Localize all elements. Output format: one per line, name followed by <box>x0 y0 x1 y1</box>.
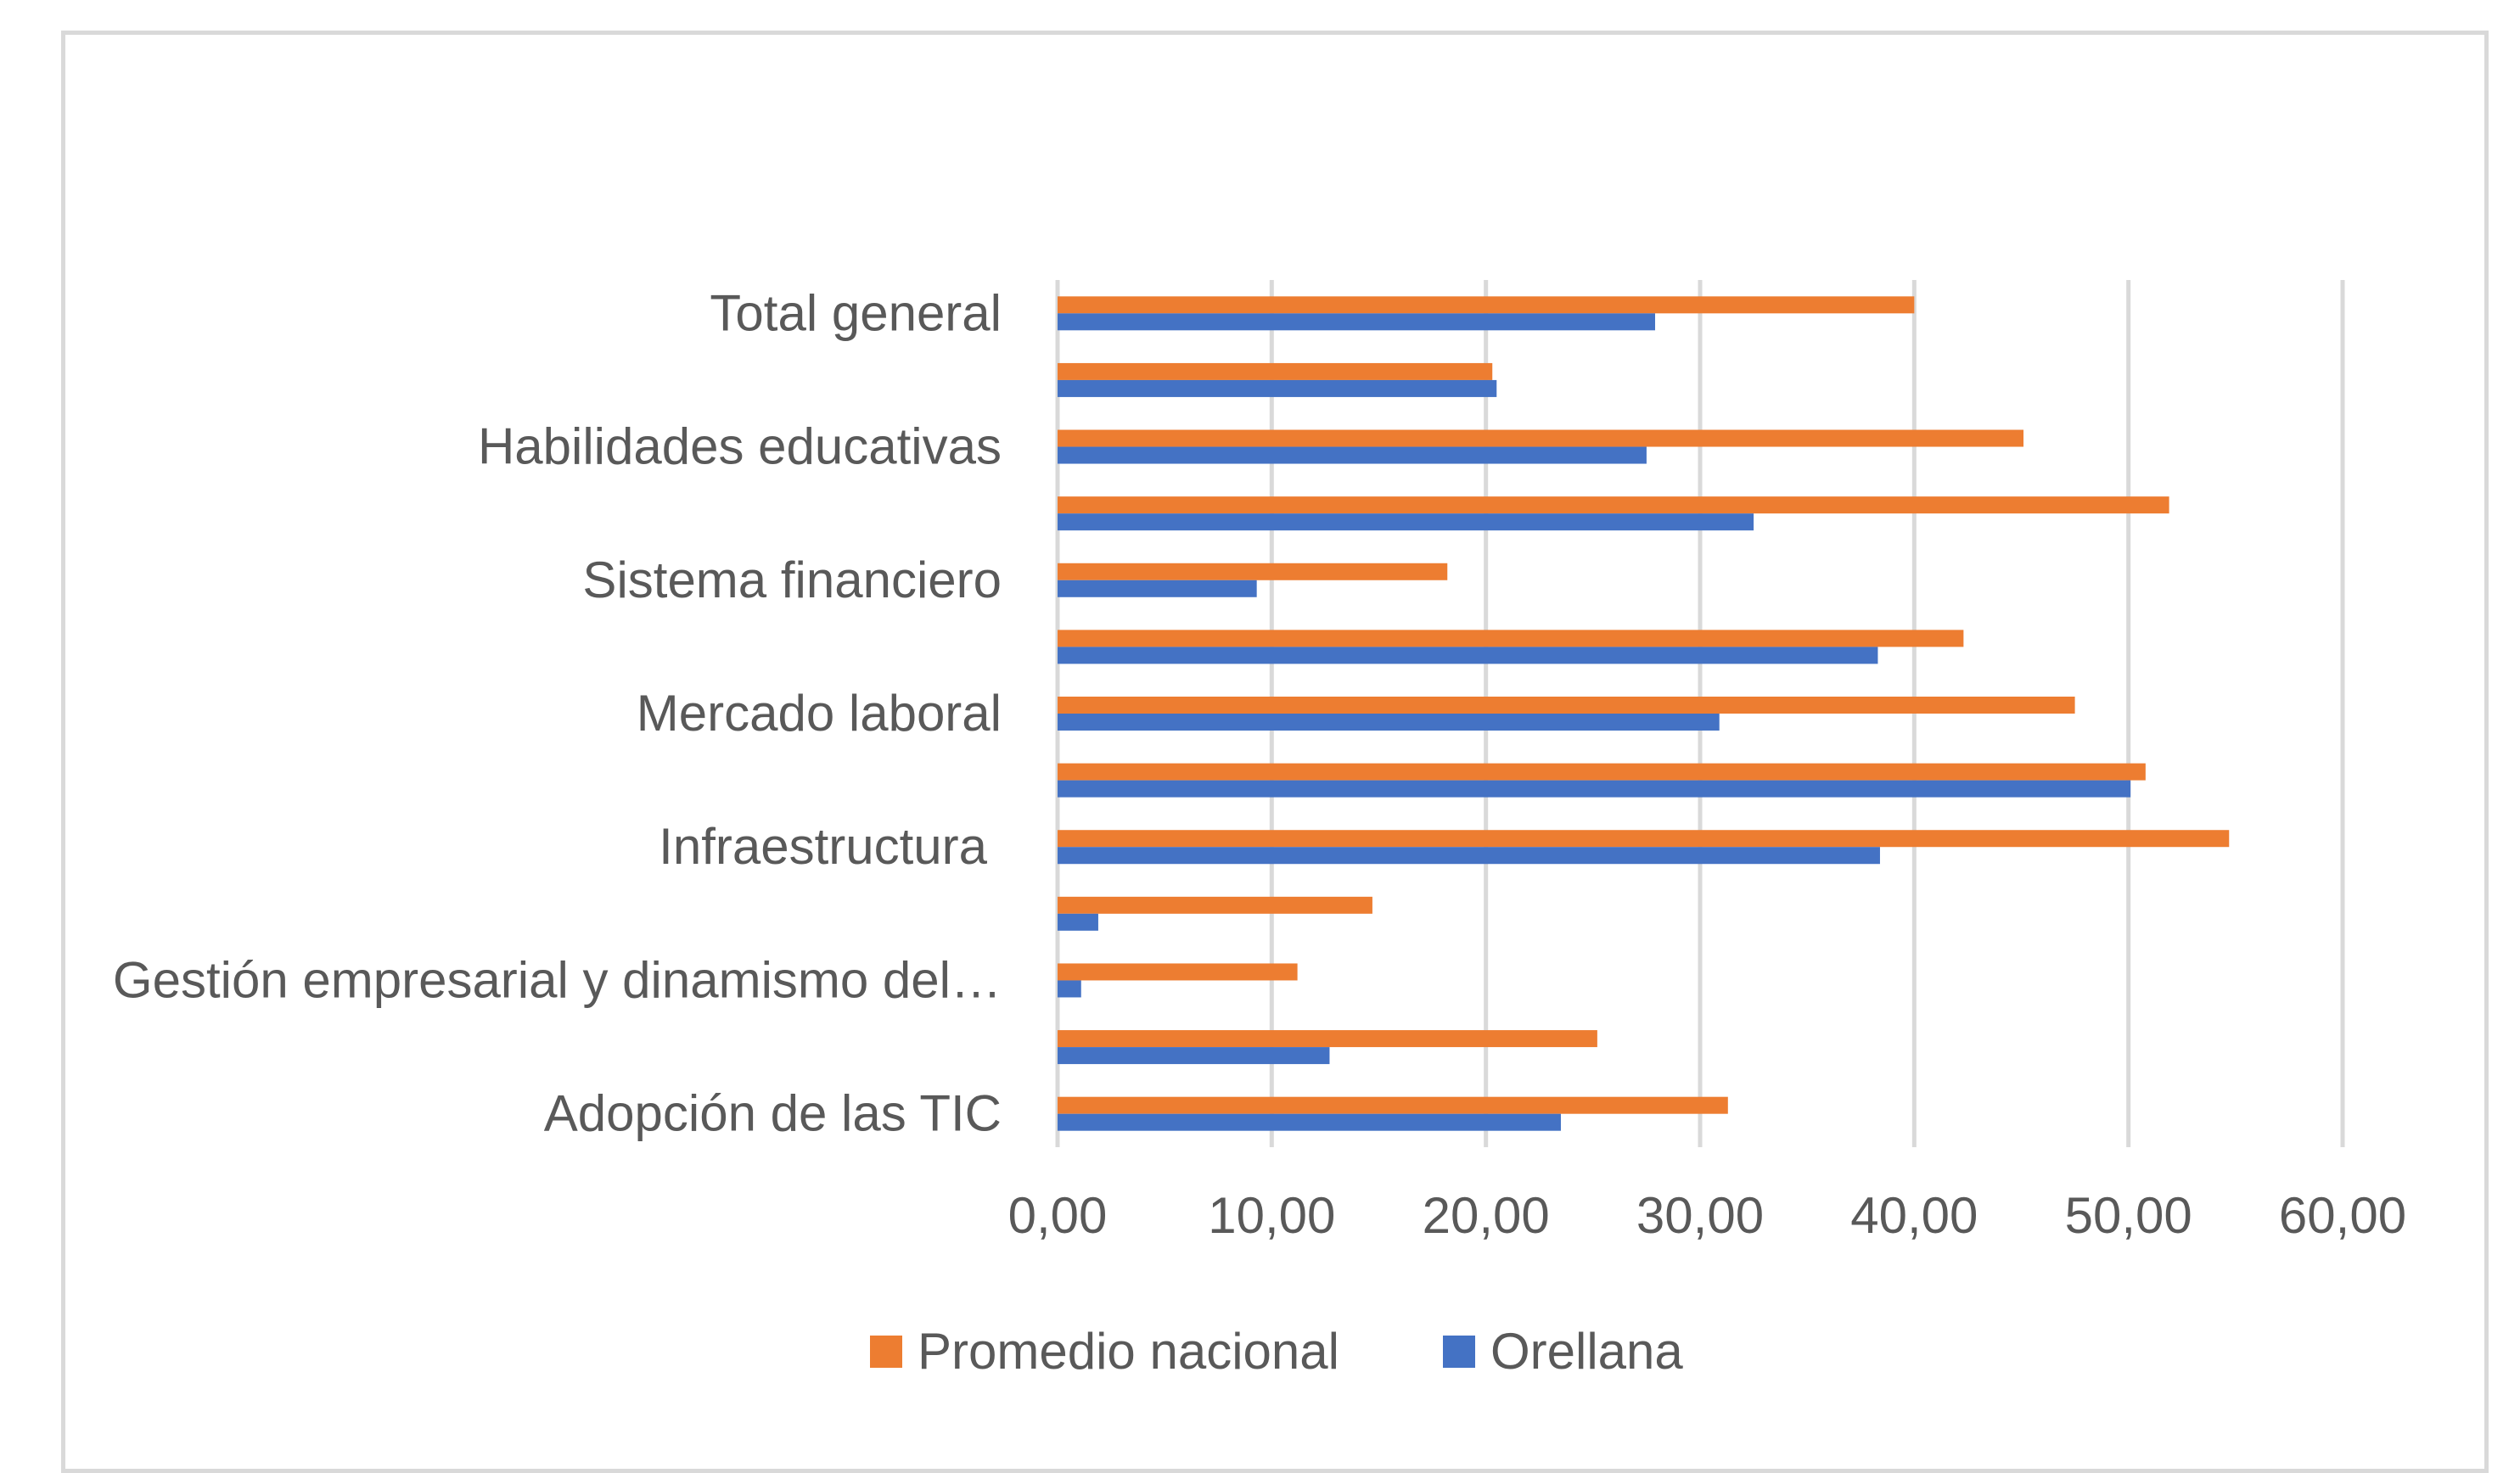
x-tick-label: 0,00 <box>1008 1187 1108 1244</box>
category-label: Infraestructura <box>659 818 987 875</box>
bar-promedio-nacional <box>1058 697 2075 714</box>
x-tick-label: 30,00 <box>1636 1187 1764 1244</box>
chart-frame <box>61 31 2489 1473</box>
x-tick-label: 10,00 <box>1208 1187 1335 1244</box>
bar-orellana <box>1058 913 1098 931</box>
bar-orellana <box>1058 580 1257 597</box>
bar-promedio-nacional <box>1058 963 1298 981</box>
legend-label: Promedio nacional <box>918 1323 1339 1380</box>
bar-promedio-nacional <box>1058 362 1493 380</box>
legend: Promedio nacional Orellana <box>870 1323 1683 1380</box>
bar-promedio-nacional <box>1058 496 2169 514</box>
bar-orellana <box>1058 714 1720 731</box>
bar-promedio-nacional <box>1058 630 1964 647</box>
legend-label: Orellana <box>1490 1323 1683 1380</box>
bar-orellana <box>1058 1047 1330 1065</box>
bar-promedio-nacional <box>1058 429 2024 447</box>
bar-promedio-nacional <box>1058 763 2146 781</box>
bar-orellana <box>1058 513 1754 531</box>
category-label: Gestión empresarial y dinamismo del… <box>113 951 1002 1008</box>
bar-orellana <box>1058 780 2131 798</box>
x-tick-label: 50,00 <box>2065 1187 2192 1244</box>
legend-swatch <box>870 1336 902 1368</box>
bar-promedio-nacional <box>1058 896 1372 914</box>
bar-orellana <box>1058 647 1878 664</box>
x-tick-label: 40,00 <box>1850 1187 1978 1244</box>
chart: Total general Habilidades educativas Siste… <box>113 280 2406 1380</box>
bar-orellana <box>1058 446 1647 464</box>
legend-swatch <box>1443 1336 1475 1368</box>
bar-orellana <box>1058 847 1880 865</box>
bar-orellana <box>1058 379 1497 397</box>
bar-orellana <box>1058 313 1656 331</box>
x-tick-label: 60,00 <box>2279 1187 2406 1244</box>
category-label: Adopción de las TIC <box>544 1085 1002 1142</box>
category-label: Sistema financiero <box>582 552 1002 608</box>
bar-promedio-nacional <box>1058 1096 1728 1114</box>
category-labels: Total general Habilidades educativas Siste… <box>113 284 1002 1141</box>
bar-orellana <box>1058 980 1081 998</box>
bar-orellana <box>1058 1113 1561 1131</box>
category-label: Habilidades educativas <box>478 418 1002 475</box>
bar-promedio-nacional <box>1058 1030 1597 1048</box>
bar-promedio-nacional <box>1058 563 1448 580</box>
bar-promedio-nacional <box>1058 296 1915 314</box>
category-label: Total general <box>710 284 1002 341</box>
category-label: Mercado laboral <box>637 685 1002 742</box>
bars <box>1058 296 2230 1131</box>
bar-promedio-nacional <box>1058 830 2230 848</box>
x-axis-ticks: 0,00 10,00 20,00 30,00 40,00 50,00 60,00 <box>1008 1187 2406 1244</box>
x-tick-label: 20,00 <box>1423 1187 1550 1244</box>
